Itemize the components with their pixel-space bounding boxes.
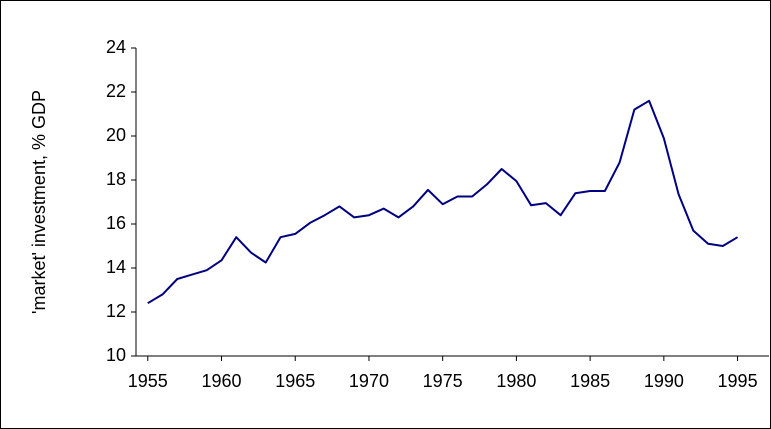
y-tick-label: 14 bbox=[106, 257, 126, 277]
y-tick-label: 20 bbox=[106, 125, 126, 145]
y-tick-label: 22 bbox=[106, 81, 126, 101]
y-tick-label: 10 bbox=[106, 345, 126, 365]
y-tick-label: 18 bbox=[106, 169, 126, 189]
y-tick-label: 16 bbox=[106, 213, 126, 233]
x-tick-label: 1985 bbox=[570, 371, 610, 391]
x-tick-label: 1970 bbox=[349, 371, 389, 391]
y-tick-label: 12 bbox=[106, 301, 126, 321]
y-axis-label: 'market' investment, % GDP bbox=[29, 90, 49, 314]
x-tick-label: 1965 bbox=[275, 371, 315, 391]
x-tick-label: 1975 bbox=[423, 371, 463, 391]
x-tick-label: 1955 bbox=[128, 371, 168, 391]
y-tick-label: 24 bbox=[106, 37, 126, 57]
x-tick-label: 1960 bbox=[201, 371, 241, 391]
data-line bbox=[147, 99, 739, 305]
x-tick-label: 1980 bbox=[496, 371, 536, 391]
x-tick-label: 1995 bbox=[718, 371, 758, 391]
x-tick-label: 1990 bbox=[644, 371, 684, 391]
